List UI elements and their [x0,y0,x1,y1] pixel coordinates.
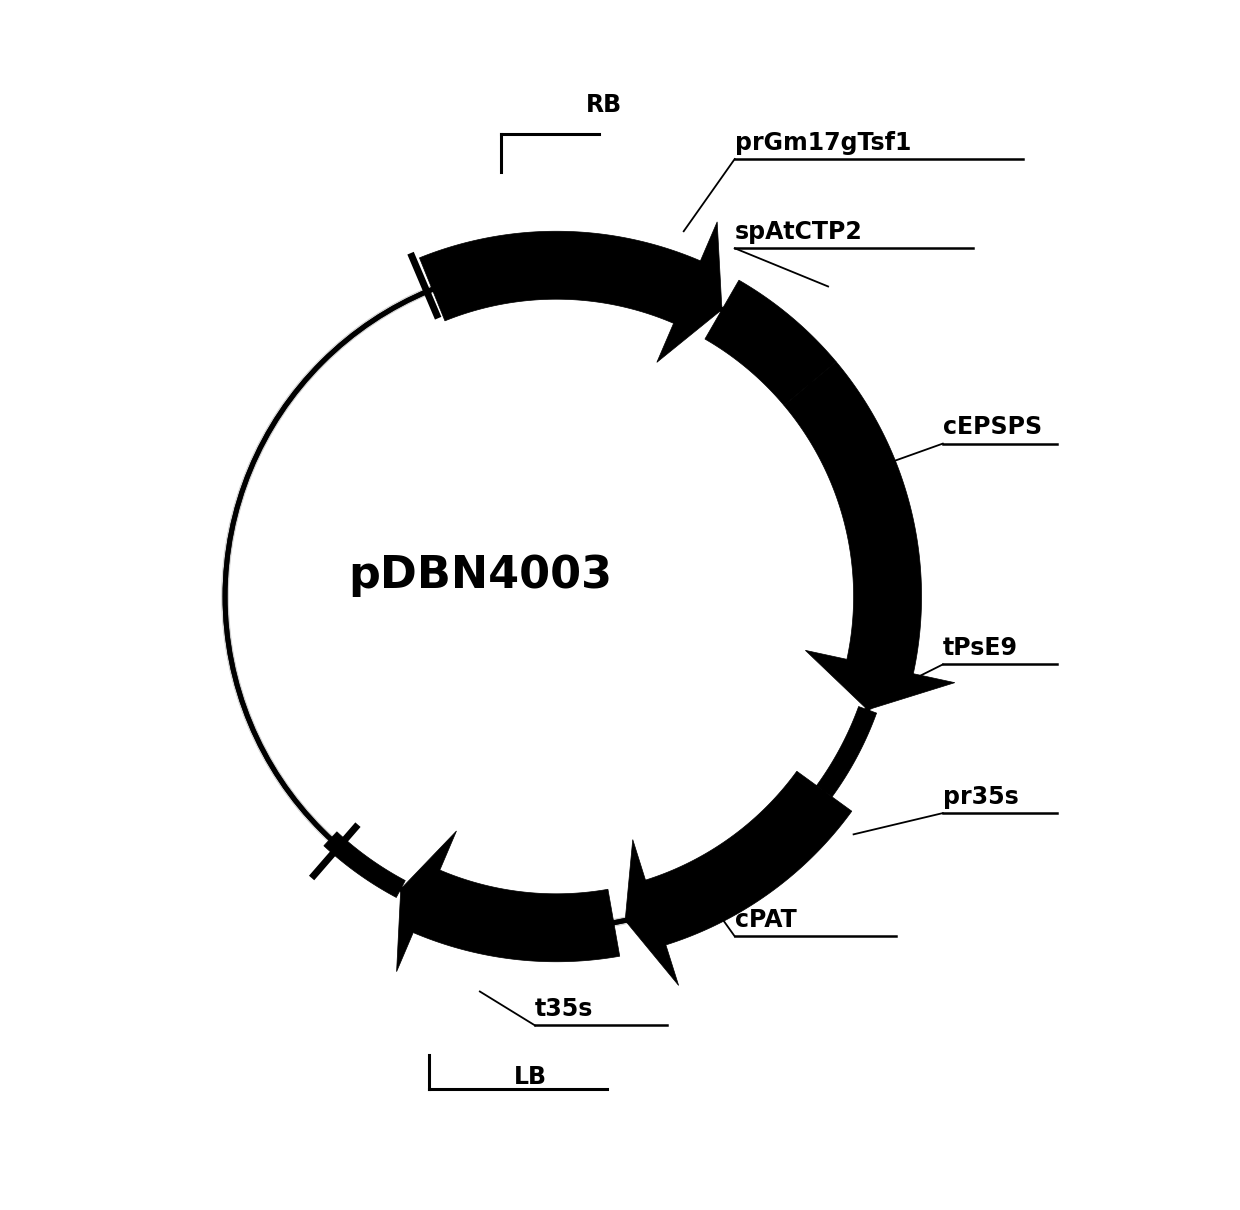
Text: LB: LB [513,1065,547,1089]
Text: pr35s: pr35s [942,785,1018,808]
Text: cPAT: cPAT [734,908,796,932]
Polygon shape [784,362,955,710]
Text: RB: RB [587,93,622,116]
Text: spAtCTP2: spAtCTP2 [734,220,863,244]
Polygon shape [397,831,620,972]
Polygon shape [817,707,877,797]
Text: pDBN4003: pDBN4003 [348,554,611,597]
Text: tPsE9: tPsE9 [942,636,1018,661]
Polygon shape [324,831,405,898]
Text: prGm17gTsf1: prGm17gTsf1 [734,131,911,155]
Polygon shape [706,281,836,405]
Text: cEPSPS: cEPSPS [942,415,1042,439]
Polygon shape [419,221,722,362]
Text: t35s: t35s [534,997,594,1021]
Polygon shape [625,771,852,985]
Polygon shape [470,904,516,946]
